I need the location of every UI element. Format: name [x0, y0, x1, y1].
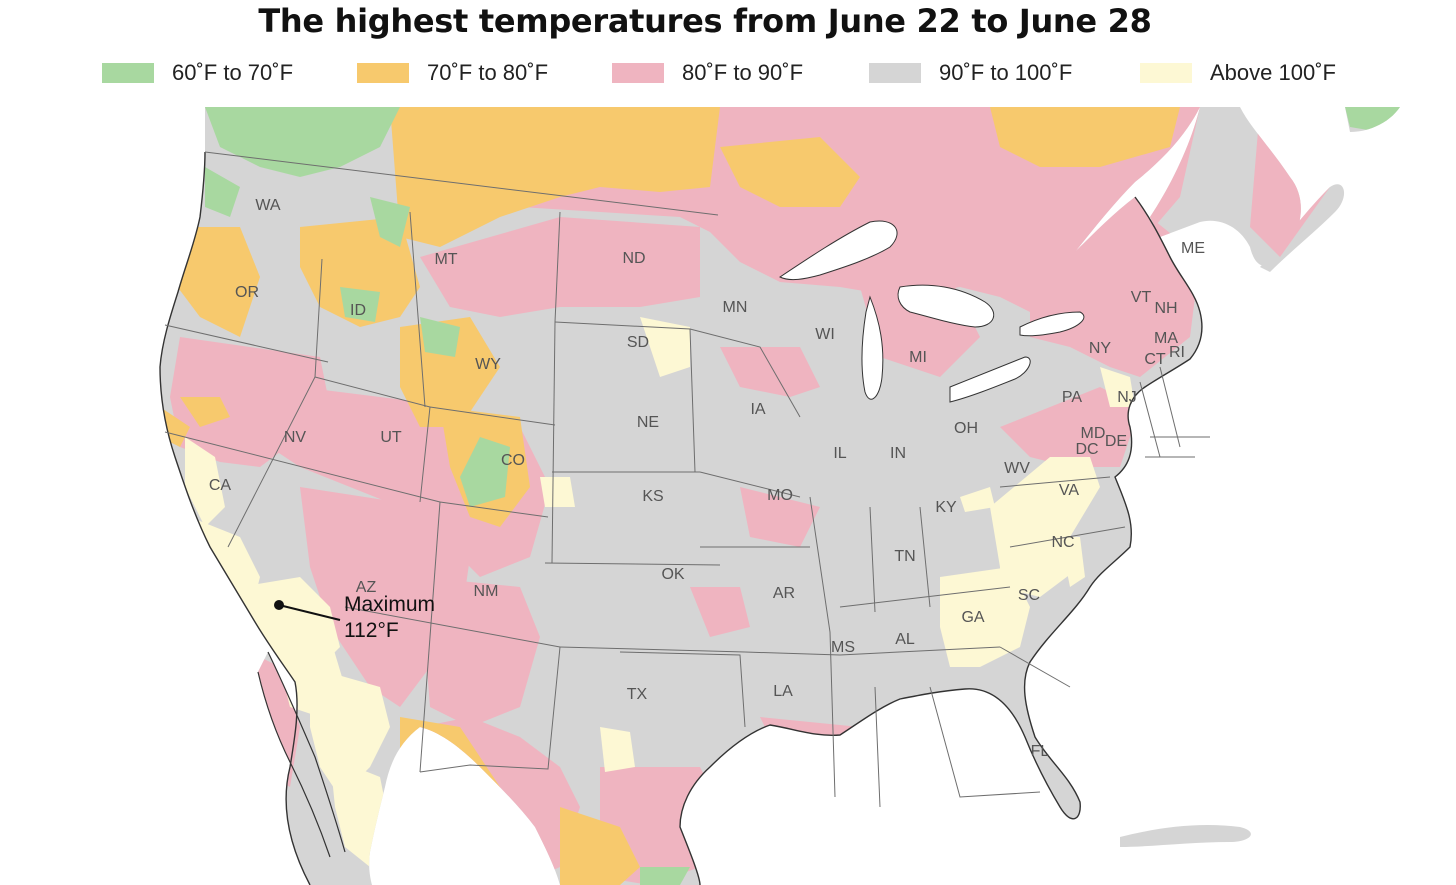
lake-michigan: [861, 295, 884, 400]
state-label-tn: TN: [894, 548, 915, 565]
map-title: The highest temperatures from June 22 to…: [258, 2, 1152, 40]
state-label-ri: RI: [1169, 344, 1185, 361]
state-label-mt: MT: [434, 251, 457, 268]
legend-swatch-above-100: [1140, 63, 1192, 83]
state-label-oh: OH: [954, 420, 978, 437]
state-label-ne: NE: [637, 414, 659, 431]
state-label-ks: KS: [642, 488, 663, 505]
state-label-ga: GA: [961, 609, 984, 626]
legend-item-90-100: 90˚F to 100˚F: [869, 60, 1072, 86]
state-label-ok: OK: [661, 566, 684, 583]
maximum-callout: Maximum 112°F: [274, 593, 435, 642]
state-label-ct: CT: [1144, 351, 1166, 368]
legend-label-70-80: 70˚F to 80˚F: [427, 60, 549, 85]
legend-swatch-90-100: [869, 63, 921, 83]
legend-label-90-100: 90˚F to 100˚F: [939, 60, 1073, 85]
state-label-mi: MI: [909, 349, 927, 366]
callout-label-line1: Maximum: [344, 593, 435, 616]
state-label-mo: MO: [767, 487, 793, 504]
state-label-id: ID: [350, 302, 366, 319]
temperature-map: WA OR CA NV ID MT WY UT AZ CO NM ND SD N…: [159, 107, 1400, 885]
legend-item-80-90: 80˚F to 90˚F: [612, 60, 803, 86]
state-label-la: LA: [773, 683, 793, 700]
state-label-ut: UT: [380, 429, 402, 446]
legend-item-above-100: Above 100˚F: [1140, 60, 1336, 86]
state-label-mn: MN: [723, 299, 748, 316]
state-label-sc: SC: [1018, 587, 1040, 604]
callout-label-line2: 112°F: [344, 619, 399, 642]
state-label-wy: WY: [475, 356, 501, 373]
state-label-va: VA: [1059, 482, 1079, 499]
maximum-marker: [274, 600, 284, 610]
state-label-or: OR: [235, 284, 259, 301]
state-label-md: MD: [1081, 425, 1106, 442]
east-coastline: [679, 196, 1203, 885]
state-label-ia: IA: [750, 401, 765, 418]
state-label-wi: WI: [815, 326, 835, 343]
state-label-me: ME: [1181, 240, 1205, 257]
state-label-vt: VT: [1131, 289, 1152, 306]
state-label-ky: KY: [935, 499, 957, 516]
state-labels: WA OR CA NV ID MT WY UT AZ CO NM ND SD N…: [209, 197, 1205, 760]
legend-label-above-100: Above 100˚F: [1210, 60, 1336, 85]
state-label-wa: WA: [255, 197, 281, 214]
legend-label-60-70: 60˚F to 70˚F: [172, 60, 294, 85]
state-label-fl: FL: [1031, 743, 1050, 760]
state-label-in: IN: [890, 445, 906, 462]
state-label-az: AZ: [356, 579, 377, 596]
legend-item-60-70: 60˚F to 70˚F: [102, 60, 293, 86]
state-label-ms: MS: [831, 639, 855, 656]
west-coastline: [159, 151, 311, 885]
state-label-ny: NY: [1089, 340, 1112, 357]
state-label-nj: NJ: [1117, 389, 1137, 406]
state-label-nd: ND: [622, 250, 645, 267]
legend-swatch-60-70: [102, 63, 154, 83]
state-label-co: CO: [501, 452, 525, 469]
state-label-tx: TX: [627, 686, 648, 703]
legend-swatch-70-80: [357, 63, 409, 83]
state-label-de: DE: [1105, 433, 1127, 450]
state-label-il: IL: [833, 445, 846, 462]
state-label-nc: NC: [1051, 534, 1074, 551]
state-label-wv: WV: [1004, 460, 1030, 477]
legend-item-70-80: 70˚F to 80˚F: [357, 60, 548, 86]
state-label-ca: CA: [209, 477, 232, 494]
state-label-nh: NH: [1154, 300, 1177, 317]
state-label-al: AL: [895, 631, 915, 648]
callout-leader-line: [278, 604, 341, 621]
state-label-sd: SD: [627, 334, 649, 351]
lake-ontario: [1019, 311, 1085, 337]
state-label-dc: DC: [1075, 441, 1098, 458]
lake-erie: [949, 356, 1031, 403]
lake-huron: [897, 284, 995, 328]
state-label-nv: NV: [284, 429, 307, 446]
lake-superior: [779, 220, 898, 281]
baja-coastline: [257, 651, 346, 858]
state-label-ar: AR: [773, 585, 795, 602]
legend-label-80-90: 80˚F to 90˚F: [682, 60, 804, 85]
state-label-nm: NM: [474, 583, 499, 600]
legend-swatch-80-90: [612, 63, 664, 83]
state-label-pa: PA: [1062, 389, 1082, 406]
state-label-ma: MA: [1154, 330, 1178, 347]
state-borders: [164, 151, 1210, 808]
